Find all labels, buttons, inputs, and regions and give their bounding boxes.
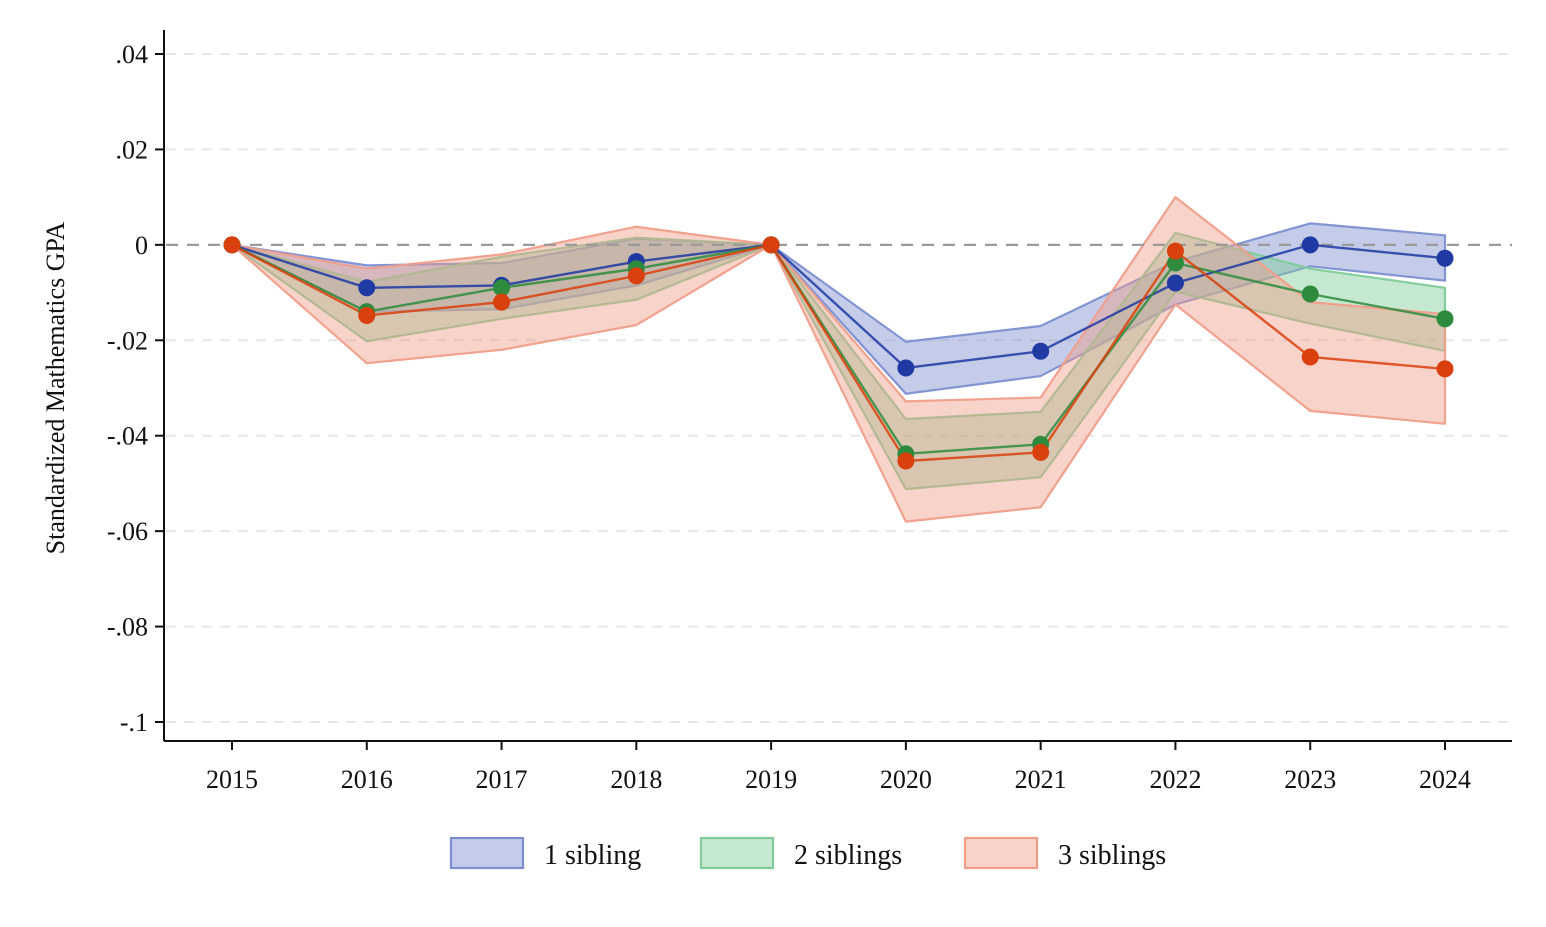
data-point-series-3: [223, 236, 241, 254]
y-tick-label: -.04: [107, 422, 148, 451]
legend-item-series-1: 1 sibling: [449, 836, 641, 871]
data-point-series-3: [1166, 242, 1184, 260]
x-tick-label: 2022: [1149, 765, 1201, 794]
legend-label: 1 sibling: [544, 840, 641, 871]
legend-swatch: [963, 836, 1039, 870]
y-tick-label: -.02: [107, 326, 148, 355]
data-point-series-1: [1166, 274, 1184, 292]
series-line-3: [231, 243, 1446, 463]
series-points: [223, 236, 1454, 470]
data-point-series-1: [1436, 249, 1454, 267]
x-tick-label: 2020: [880, 765, 932, 794]
x-tick-label: 2018: [610, 765, 662, 794]
data-point-series-2: [1436, 310, 1454, 328]
x-tick-label: 2021: [1015, 765, 1067, 794]
data-point-series-1: [1301, 236, 1319, 254]
series-line-1: [231, 243, 1446, 370]
data-point-series-1: [358, 279, 376, 297]
y-tick-label: .02: [116, 135, 149, 164]
axes: [155, 30, 1512, 750]
data-point-series-1: [897, 359, 915, 377]
series-line-2: [231, 243, 1446, 456]
data-point-series-3: [1436, 360, 1454, 378]
legend-label: 2 siblings: [794, 840, 902, 871]
x-tick-label: 2023: [1284, 765, 1336, 794]
data-point-series-2: [1301, 285, 1319, 303]
x-tick-label: 2024: [1419, 765, 1471, 794]
data-point-series-3: [358, 306, 376, 324]
legend: 1 sibling 2 siblings 3 siblings: [449, 836, 1166, 871]
data-point-series-3: [627, 267, 645, 285]
data-point-series-3: [897, 452, 915, 470]
data-point-series-2: [493, 279, 511, 297]
data-point-series-1: [1032, 342, 1050, 360]
y-tick-label: .04: [116, 40, 149, 69]
legend-label: 3 siblings: [1058, 840, 1166, 871]
y-axis-title: Standardized Mathematics GPA: [41, 221, 70, 554]
legend-item-series-2: 2 siblings: [699, 836, 902, 871]
data-point-series-3: [1301, 348, 1319, 366]
y-tick-label: -.1: [120, 708, 148, 737]
data-point-series-2: [1166, 254, 1184, 272]
x-tick-label: 2017: [476, 765, 528, 794]
y-tick-label: -.06: [107, 517, 148, 546]
y-tick-label: 0: [135, 231, 148, 260]
data-point-series-3: [1032, 443, 1050, 461]
gridlines: [166, 53, 1512, 723]
data-point-series-3: [762, 236, 780, 254]
tick-labels: .04 .02 0 -.02 -.04 -.06 -.08 -.1 2015 2016 2017 20…: [107, 40, 1471, 794]
series-lines: [231, 243, 1446, 463]
x-tick-label: 2016: [341, 765, 393, 794]
legend-swatch: [699, 836, 775, 870]
legend-swatch: [449, 836, 525, 870]
y-tick-label: -.08: [107, 613, 148, 642]
x-tick-label: 2019: [745, 765, 797, 794]
legend-item-series-3: 3 siblings: [963, 836, 1166, 871]
x-tick-label: 2015: [206, 765, 258, 794]
data-point-series-3: [493, 293, 511, 311]
